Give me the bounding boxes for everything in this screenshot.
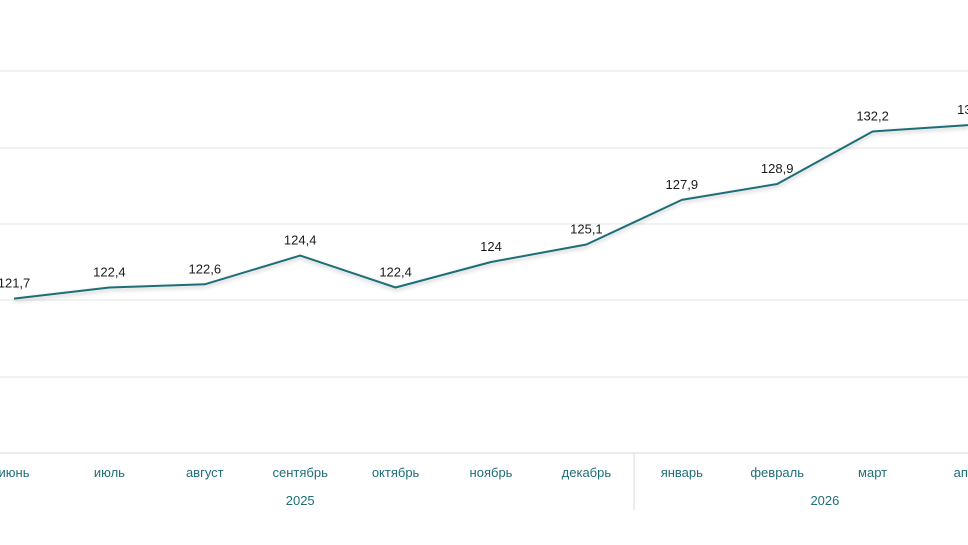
x-tick-label: февраль <box>750 465 804 480</box>
data-label: 132,2 <box>856 108 889 123</box>
data-label: 122,4 <box>379 264 412 279</box>
data-label: 122,4 <box>93 264 126 279</box>
data-label: 128,9 <box>761 161 794 176</box>
x-tick-label: октябрь <box>372 465 420 480</box>
data-label: 132 <box>957 102 968 117</box>
x-axis: июнь июль август сентябрь октябрь ноябрь декаб… <box>0 452 968 510</box>
x-tick-label: июнь <box>0 465 30 480</box>
x-tick-label: апре <box>954 465 968 480</box>
data-labels: 121,7 122,4 122,6 124,4 122,4 124 125,1 127,9 12… <box>0 102 968 290</box>
grid <box>0 70 968 378</box>
year-group-label: 2026 <box>810 493 839 508</box>
x-tick-label: январь <box>661 465 703 480</box>
data-label: 122,6 <box>189 261 222 276</box>
x-tick-label: ноябрь <box>470 465 513 480</box>
data-label: 121,7 <box>0 276 30 291</box>
data-label: 124,4 <box>284 233 317 248</box>
x-tick-label: август <box>186 465 224 480</box>
x-tick-label: март <box>858 465 887 480</box>
x-tick-label: декабрь <box>562 465 612 480</box>
data-label: 124 <box>480 239 502 254</box>
year-group-label: 2025 <box>286 493 315 508</box>
data-label: 125,1 <box>570 221 603 236</box>
x-tick-label: сентябрь <box>273 465 329 480</box>
data-label: 127,9 <box>666 177 699 192</box>
series-layer <box>13 124 968 300</box>
series-line <box>13 124 968 300</box>
x-tick-label: июль <box>94 465 125 480</box>
